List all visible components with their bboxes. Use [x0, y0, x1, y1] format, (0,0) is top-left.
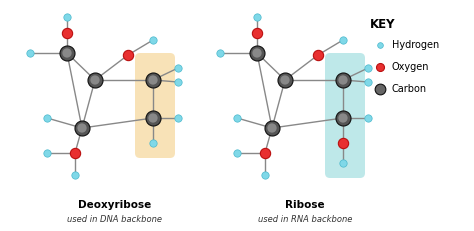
Text: Deoxyribose: Deoxyribose: [78, 200, 152, 210]
Point: [149, 141, 157, 145]
Point: [78, 126, 86, 130]
Point: [174, 80, 182, 84]
Point: [376, 87, 384, 91]
Point: [339, 116, 347, 120]
Point: [339, 141, 347, 145]
Point: [281, 78, 289, 82]
Point: [376, 65, 384, 69]
Text: used in RNA backbone: used in RNA backbone: [258, 215, 352, 224]
Point: [149, 78, 157, 82]
Point: [314, 53, 322, 57]
Point: [268, 126, 276, 130]
Point: [63, 15, 71, 19]
Text: Hydrogen: Hydrogen: [392, 40, 439, 50]
FancyBboxPatch shape: [325, 53, 365, 178]
Point: [339, 78, 347, 82]
Point: [261, 151, 269, 155]
Point: [63, 51, 71, 55]
Point: [253, 51, 261, 55]
Point: [339, 38, 347, 42]
Point: [339, 161, 347, 165]
Point: [149, 116, 157, 120]
Text: Ribose: Ribose: [285, 200, 325, 210]
FancyBboxPatch shape: [135, 53, 175, 158]
Point: [149, 78, 157, 82]
Point: [91, 78, 99, 82]
Text: Oxygen: Oxygen: [392, 62, 429, 72]
Point: [124, 53, 132, 57]
Point: [149, 38, 157, 42]
Point: [261, 173, 269, 177]
Point: [253, 51, 261, 55]
Point: [43, 151, 51, 155]
Point: [43, 116, 51, 120]
Point: [281, 78, 289, 82]
Point: [253, 15, 261, 19]
Point: [71, 173, 79, 177]
Point: [364, 116, 372, 120]
Point: [339, 78, 347, 82]
Text: KEY: KEY: [370, 18, 395, 31]
Point: [174, 116, 182, 120]
Point: [63, 51, 71, 55]
Point: [339, 116, 347, 120]
Point: [253, 31, 261, 35]
Text: Carbon: Carbon: [392, 84, 427, 94]
Point: [63, 31, 71, 35]
Text: used in DNA backbone: used in DNA backbone: [67, 215, 163, 224]
Point: [174, 66, 182, 70]
Point: [268, 126, 276, 130]
Point: [149, 116, 157, 120]
Point: [364, 80, 372, 84]
Point: [376, 43, 384, 47]
Point: [233, 151, 241, 155]
Point: [233, 116, 241, 120]
Point: [71, 151, 79, 155]
Point: [26, 51, 34, 55]
Point: [91, 78, 99, 82]
Point: [216, 51, 224, 55]
Point: [364, 66, 372, 70]
Point: [78, 126, 86, 130]
